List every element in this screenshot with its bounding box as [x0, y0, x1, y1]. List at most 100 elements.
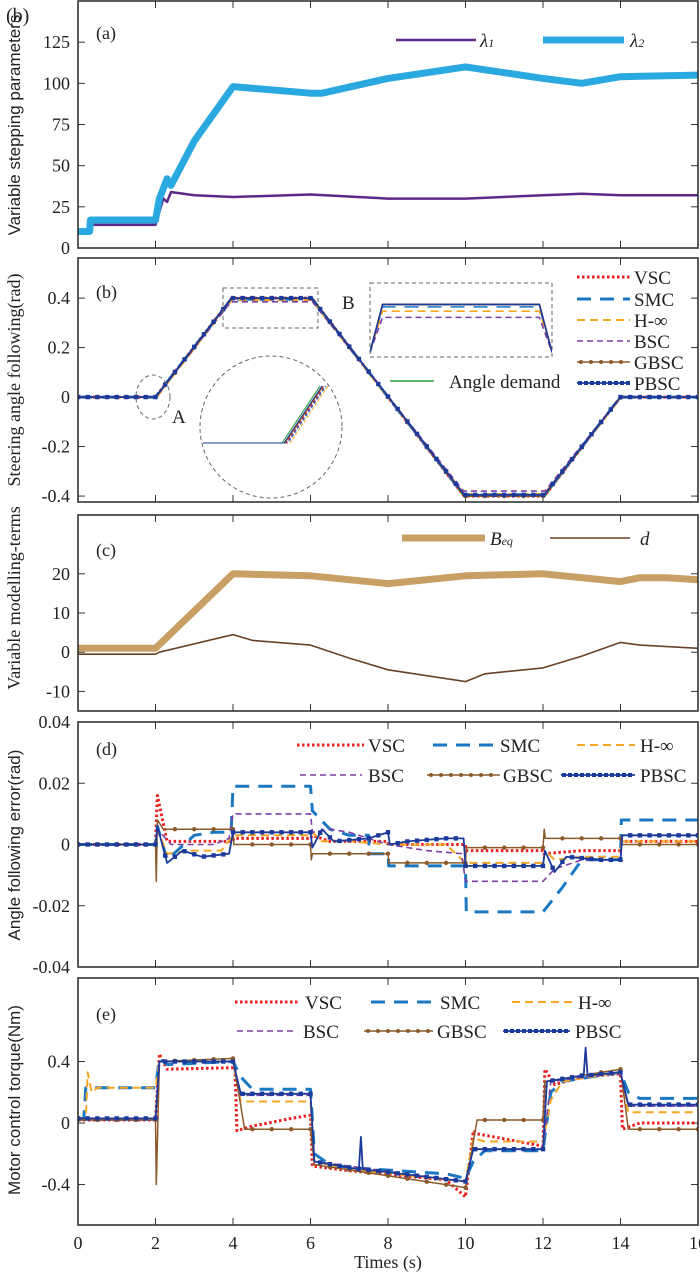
data-point — [279, 295, 284, 301]
y-tick-label: 100 — [43, 73, 70, 93]
data-point — [124, 1116, 129, 1121]
data-point — [560, 469, 565, 474]
series-line-pbsc — [78, 1046, 698, 1183]
legend-marker — [609, 360, 613, 364]
data-point — [201, 332, 207, 337]
data-point — [627, 833, 633, 838]
data-point — [327, 835, 333, 840]
legend-label: GBSC — [503, 766, 553, 787]
data-point — [521, 1117, 526, 1123]
data-point — [201, 854, 207, 859]
legend-label: VSC — [368, 736, 405, 757]
zoom-region-b-marker — [222, 287, 319, 329]
data-point — [618, 1070, 623, 1075]
data-point — [482, 845, 488, 850]
legend-marker — [584, 381, 588, 385]
data-point — [405, 1172, 410, 1177]
y-axis-label: Motor control torque(Nm) — [5, 1005, 24, 1195]
legend-label: PBSC — [634, 374, 680, 395]
data-point — [347, 837, 352, 843]
y-tick-label: -10 — [46, 681, 70, 701]
data-point — [143, 1116, 149, 1121]
data-point — [666, 394, 672, 400]
legend-marker — [608, 381, 612, 385]
legend-marker — [622, 773, 626, 777]
data-point — [637, 842, 643, 847]
data-point — [114, 842, 119, 847]
legend-marker — [459, 773, 463, 777]
data-point — [153, 394, 158, 400]
zoom-annotations: AB — [135, 282, 553, 499]
data-point — [511, 863, 517, 869]
inset-a-line — [201, 385, 323, 444]
data-point — [85, 394, 90, 400]
x-tick-label: 6 — [306, 1233, 315, 1253]
series-line-beq — [78, 570, 698, 652]
data-point — [405, 1176, 410, 1181]
series-line-smc — [78, 1056, 698, 1180]
data-point — [647, 394, 652, 400]
data-point — [95, 394, 100, 400]
data-point — [153, 842, 158, 847]
data-point — [550, 1078, 555, 1083]
data-point — [598, 1071, 604, 1077]
data-point — [424, 860, 429, 866]
legend-label: GBSC — [437, 1022, 487, 1043]
legend-label: GBSC — [634, 353, 684, 374]
data-point — [288, 295, 294, 301]
data-point — [463, 1185, 468, 1190]
legend-marker — [616, 773, 620, 777]
data-point — [502, 863, 507, 869]
data-point — [78, 394, 81, 400]
data-point — [598, 857, 604, 863]
legend-marker — [540, 1029, 544, 1033]
legend-label-main: λ — [629, 31, 638, 52]
legend-marker — [479, 773, 483, 777]
legend-marker — [574, 773, 578, 777]
data-point — [589, 856, 594, 862]
legend-marker — [416, 1029, 420, 1033]
y-tick-label: -0.2 — [42, 437, 71, 457]
data-point — [637, 1126, 643, 1132]
legend-marker — [578, 381, 582, 385]
legend-marker — [598, 773, 602, 777]
y-tick-label: 0 — [61, 238, 70, 258]
data-point — [143, 394, 149, 400]
data-point — [560, 836, 565, 841]
legend-label: SMC — [440, 993, 480, 1014]
data-point — [240, 830, 245, 835]
y-tick-label: 125 — [43, 32, 70, 52]
data-point — [279, 830, 284, 835]
legend-label-main: B — [490, 529, 502, 550]
data-point — [85, 842, 90, 847]
legend-marker — [590, 381, 594, 385]
legend-marker — [449, 773, 453, 777]
legend-marker — [528, 1029, 532, 1033]
data-point — [298, 830, 304, 835]
series-line--1 — [78, 190, 698, 235]
data-point — [366, 851, 371, 856]
legend-marker — [620, 381, 624, 385]
legend-marker — [522, 1029, 526, 1033]
data-point — [308, 830, 313, 835]
legend: Beq d — [402, 529, 650, 550]
legend-marker — [426, 1029, 430, 1033]
panel-label: (d) — [96, 739, 117, 760]
data-point — [114, 1116, 119, 1121]
data-point — [637, 833, 643, 838]
data-point — [240, 1091, 245, 1097]
data-point — [211, 826, 216, 832]
legend-label: Angle demand — [449, 372, 561, 393]
data-point — [531, 863, 536, 869]
series-line-bsc — [78, 1060, 698, 1183]
plot-area — [78, 295, 698, 499]
data-point — [172, 826, 178, 832]
data-point — [540, 863, 546, 869]
data-point — [162, 1059, 168, 1064]
data-point — [666, 1102, 672, 1107]
data-point — [521, 492, 526, 498]
x-tick-label: 4 — [229, 1233, 238, 1253]
legend-marker — [610, 773, 614, 777]
legend-marker — [564, 1029, 568, 1033]
